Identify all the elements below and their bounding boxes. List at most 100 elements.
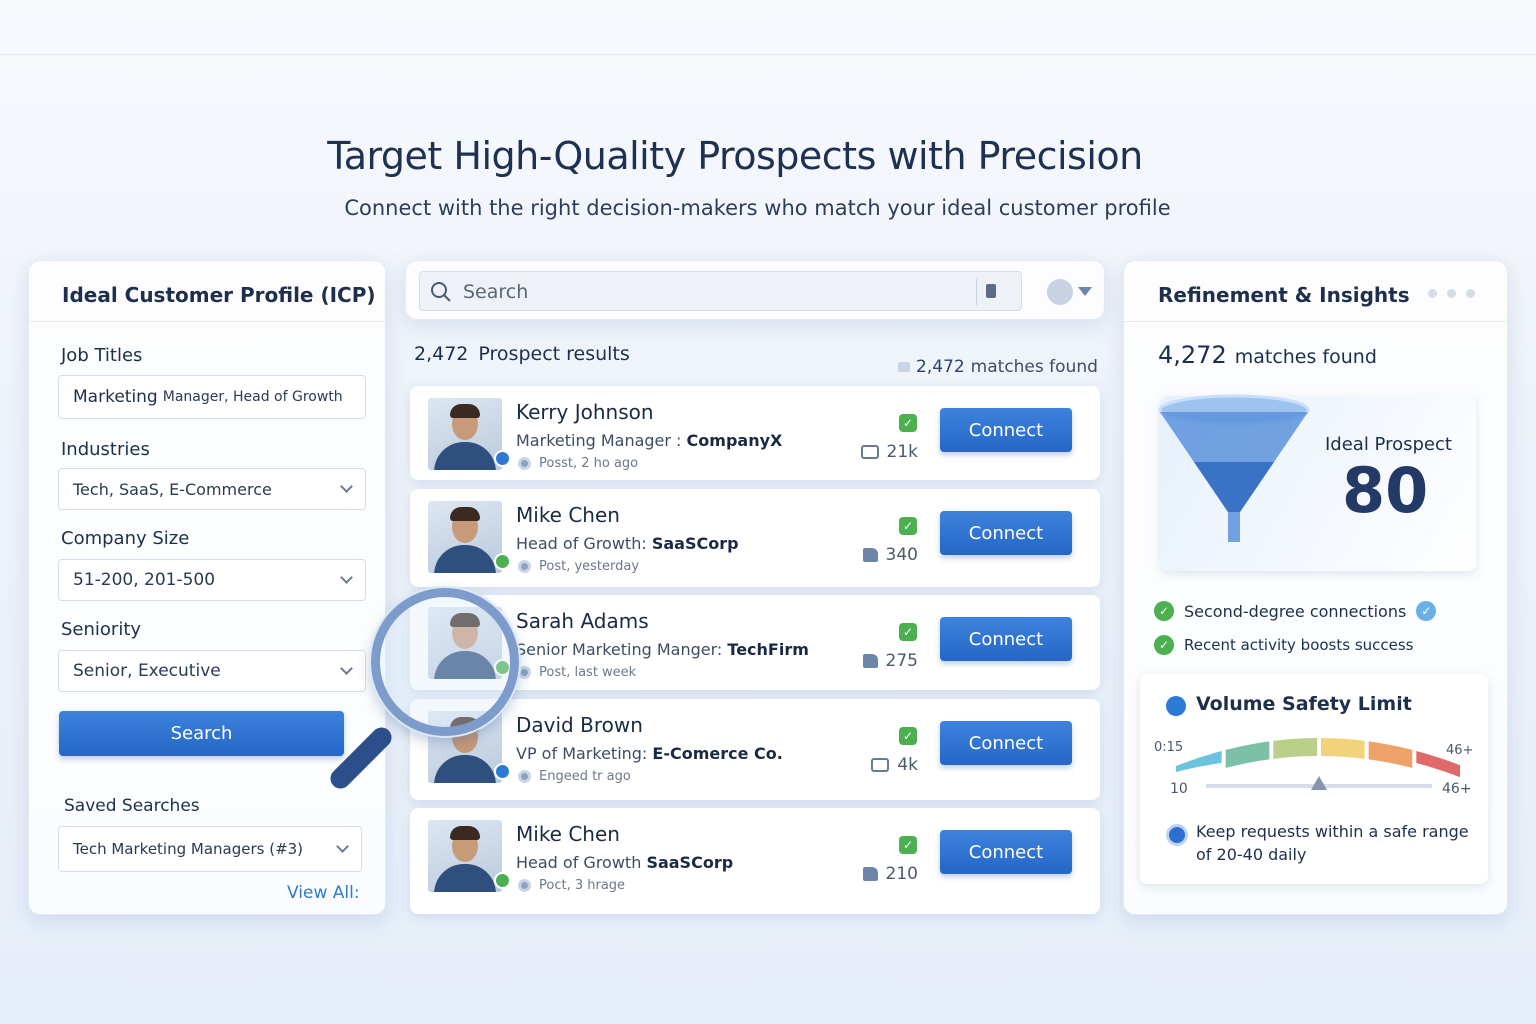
check-circle-icon: ✓	[1154, 635, 1174, 655]
search-input[interactable]: Search	[419, 271, 1022, 311]
company-name: CompanyX	[686, 431, 783, 450]
company-name: SaaSCorp	[646, 853, 734, 872]
job-titles-input[interactable]: Marketing Manager, Head of Growth	[58, 375, 366, 419]
connect-button[interactable]: Connect	[940, 408, 1072, 452]
chevron-down-icon	[340, 571, 353, 584]
stat-value: 21k	[886, 442, 918, 462]
prospect-role: Senior Marketing Manger: TechFirm	[516, 640, 809, 659]
search-button[interactable]: Search	[59, 711, 344, 756]
insights-matches: 4,272 matches found	[1158, 341, 1377, 369]
seniority-value: Senior, Executive	[73, 661, 221, 681]
volume-gauge	[1176, 738, 1460, 790]
results-label: Prospect results	[478, 343, 630, 365]
seniority-select[interactable]: Senior, Executive	[58, 650, 366, 692]
activity-text: Posst, 2 ho ago	[539, 456, 639, 471]
magnifier-icon	[371, 588, 519, 736]
gauge-segment	[1273, 738, 1317, 759]
check-item: ✓ Second-degree connections ✓	[1154, 601, 1437, 621]
more-options-icon[interactable]	[1428, 289, 1475, 298]
role-text: Head of Growth:	[516, 534, 647, 553]
avatar	[428, 501, 502, 573]
engagement-stat: 210	[862, 864, 918, 884]
funnel-card: Ideal Prospect 80	[1158, 394, 1476, 571]
prospect-card: Kerry Johnson Marketing Manager : Compan…	[410, 386, 1100, 480]
matches-found: 2,472 matches found	[898, 357, 1098, 377]
gauge-segment	[1368, 741, 1413, 768]
insights-panel: Refinement & Insights 4,272 matches found…	[1123, 260, 1509, 915]
check-text: Second-degree connections	[1184, 601, 1407, 621]
page-title: Target High-Quality Prospects with Preci…	[327, 134, 1143, 178]
connect-button[interactable]: Connect	[940, 511, 1072, 555]
saved-searches-select[interactable]: Tech Marketing Managers (#3)	[58, 826, 362, 872]
prospect-name[interactable]: Kerry Johnson	[516, 400, 654, 424]
industries-value: Tech, SaaS, E-Commerce	[73, 479, 272, 499]
activity-icon	[518, 457, 531, 470]
activity-icon	[518, 666, 531, 679]
chevron-down-icon	[340, 662, 353, 675]
prospect-role: Marketing Manager : CompanyX	[516, 431, 782, 450]
prospect-name[interactable]: Sarah Adams	[516, 609, 649, 633]
results-header: 2,472 Prospect results	[414, 343, 630, 365]
activity-text: Poct, 3 hrage	[539, 878, 626, 893]
engagement-stat: 340	[862, 545, 918, 565]
prospect-name[interactable]: David Brown	[516, 713, 643, 737]
connect-button[interactable]: Connect	[940, 617, 1072, 661]
note-bold: Keep	[1196, 822, 1236, 841]
prospect-role: Head of Growth: SaaSCorp	[516, 534, 739, 553]
role-text: Marketing Manager :	[516, 431, 682, 450]
industries-label: Industries	[61, 439, 150, 460]
check-circle-icon: ✓	[1154, 601, 1174, 621]
shield-icon	[1166, 824, 1188, 846]
activity-text: Engeed tr ago	[539, 769, 631, 784]
engagement-stat: 21k	[860, 442, 918, 462]
job-title-value: Marketing	[73, 387, 158, 407]
gauge-label-right-bottom: 46+	[1442, 781, 1472, 797]
prospect-name[interactable]: Mike Chen	[516, 822, 620, 846]
check-item: ✓ Recent activity boosts success	[1154, 635, 1414, 655]
thumbs-up-icon	[862, 548, 878, 562]
volume-card: Volume Safety Limit 0:15 46+ 10 46+ Keep…	[1140, 674, 1488, 884]
gauge-label-left-top: 0:15	[1154, 740, 1184, 755]
avatar	[428, 820, 502, 892]
gauge-segment	[1416, 750, 1460, 778]
view-all-link[interactable]: View All:	[287, 883, 360, 903]
results-count: 2,472	[414, 343, 469, 365]
tag-icon	[898, 362, 910, 372]
prospect-activity: Posst, 2 ho ago	[518, 456, 638, 471]
company-size-select[interactable]: 51-200, 201-500	[58, 559, 366, 601]
activity-icon	[518, 560, 531, 573]
saved-searches-label: Saved Searches	[64, 796, 200, 816]
company-name: TechFirm	[727, 640, 809, 659]
company-size-label: Company Size	[61, 528, 190, 549]
divider	[1124, 321, 1509, 322]
check-icon: ✓	[899, 517, 917, 535]
verified-badge-icon	[494, 763, 511, 780]
divider	[976, 279, 977, 305]
seniority-label: Seniority	[61, 619, 142, 640]
matches-label: matches found	[970, 357, 1098, 377]
role-text: Head of Growth	[516, 853, 642, 872]
industries-select[interactable]: Tech, SaaS, E-Commerce	[58, 468, 366, 510]
stat-value: 210	[885, 864, 918, 884]
stat-value: 4k	[897, 755, 918, 775]
filter-cursor-icon[interactable]	[986, 284, 996, 298]
company-size-value: 51-200, 201-500	[73, 570, 216, 590]
prospect-role: VP of Marketing: E-Comerce Co.	[516, 744, 783, 763]
activity-text: Post, yesterday	[539, 559, 640, 574]
caret-down-icon[interactable]	[1078, 287, 1092, 296]
chevron-down-icon	[340, 480, 353, 493]
prospect-activity: Post, last week	[518, 665, 636, 680]
engagement-stat: 4k	[871, 755, 918, 775]
prospect-name[interactable]: Mike Chen	[516, 503, 620, 527]
funnel-icon	[1158, 394, 1310, 542]
verified-badge-icon	[494, 553, 511, 570]
connect-button[interactable]: Connect	[940, 830, 1072, 874]
job-titles-label: Job Titles	[61, 345, 143, 366]
user-avatar-icon[interactable]	[1047, 279, 1073, 305]
connect-button[interactable]: Connect	[940, 721, 1072, 765]
gauge-label-left-bottom: 10	[1170, 781, 1188, 797]
role-text: VP of Marketing:	[516, 744, 648, 763]
volume-title: Volume Safety Limit	[1196, 693, 1412, 715]
funnel-label: Ideal Prospect	[1325, 434, 1452, 455]
verified-badge-icon	[494, 450, 511, 467]
